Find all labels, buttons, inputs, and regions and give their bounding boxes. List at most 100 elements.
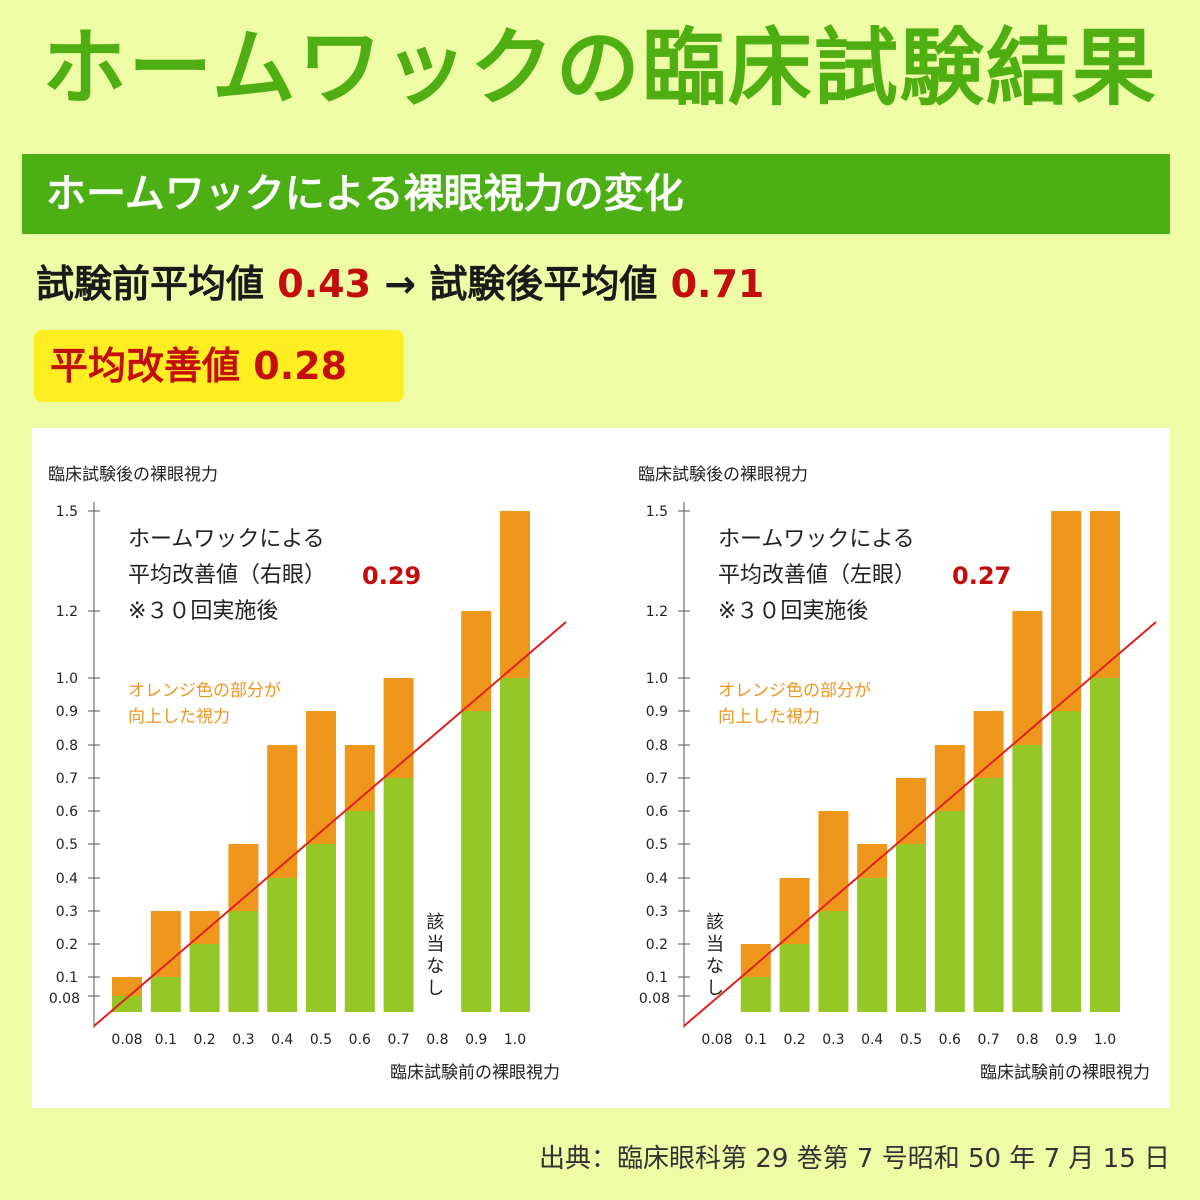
chart-left-eye: 臨床試験後の裸眼視力 0.08 0.1 0.2 0.3 0.4 0.5 0.6 0.7 0.8 0.… — [638, 465, 1157, 1083]
bar-before — [344, 811, 375, 1012]
annotation-line2: 平均改善値（左眼） — [718, 563, 916, 588]
bar-before — [383, 778, 414, 1012]
x-tick-label: 0.1 — [745, 1032, 767, 1048]
y-tick-label: 0.4 — [646, 871, 668, 887]
y-tick-label: 0.5 — [56, 837, 78, 853]
y-tick-label: 0.6 — [56, 804, 78, 820]
y-axis-title: 臨床試験後の裸眼視力 — [48, 465, 218, 485]
before-average-value: 0.43 — [277, 262, 372, 306]
after-average-value: 0.71 — [670, 262, 765, 306]
improvement-summary: 平均改善値 0.28 — [50, 336, 347, 396]
x-tick-label: 0.8 — [426, 1032, 448, 1048]
bar-before — [818, 911, 849, 1012]
improvement-label: 平均改善値 — [50, 344, 241, 388]
annotation-line2: 平均改善値（右眼） — [128, 563, 326, 588]
x-tick-label: 0.7 — [977, 1032, 999, 1048]
bar-improvement — [228, 844, 259, 911]
x-axis-title: 臨床試験前の裸眼視力 — [980, 1063, 1150, 1083]
orange-note-line2: 向上した視力 — [718, 707, 820, 727]
bar-improvement — [1090, 511, 1120, 678]
y-tick-label: 0.1 — [56, 970, 78, 986]
y-tick-label: 0.5 — [646, 837, 668, 853]
x-tick-label: 0.7 — [387, 1032, 409, 1048]
x-tick-label: 0.6 — [939, 1032, 961, 1048]
bar-before — [500, 678, 530, 1012]
chart-right-eye: 臨床試験後の裸眼視力 0.08 0.1 0.2 0.3 0.4 0.5 0.6 0.7 0.8 0.… — [48, 465, 567, 1083]
y-tick-label: 0.9 — [56, 704, 78, 720]
orange-note-line2: 向上した視力 — [128, 707, 230, 727]
bar-before — [306, 844, 336, 1012]
na-label-char: し — [706, 978, 724, 999]
diagonal-line — [93, 621, 567, 1027]
na-label-char: し — [426, 978, 444, 999]
orange-note-line1: オレンジ色の部分が — [128, 681, 281, 701]
average-summary: 試験前平均値 0.43 → 試験後平均値 0.71 — [36, 254, 764, 314]
annotation-value: 0.29 — [362, 562, 421, 590]
bar-before — [740, 977, 771, 1012]
bar-improvement — [344, 745, 375, 811]
y-tick-label: 0.3 — [56, 904, 78, 920]
x-tick-label: 1.0 — [504, 1032, 526, 1048]
y-tick-label: 1.5 — [56, 504, 78, 520]
bar-before — [1090, 678, 1120, 1012]
y-tick-label: 0.2 — [56, 937, 78, 953]
x-axis-title: 臨床試験前の裸眼視力 — [390, 1063, 560, 1083]
y-tick-label: 0.8 — [646, 738, 668, 754]
bar-improvement — [267, 745, 298, 878]
section-header-bar — [22, 154, 1170, 234]
y-tick-label: 1.0 — [646, 671, 668, 687]
improvement-highlight — [34, 330, 404, 402]
improvement-value: 0.28 — [253, 344, 348, 388]
y-tick-label: 1.2 — [646, 604, 668, 620]
section-title: ホームワックによる裸眼視力の変化 — [46, 171, 684, 217]
y-tick-label: 0.4 — [56, 871, 78, 887]
x-tick-label: 0.8 — [1016, 1032, 1038, 1048]
bar-before — [150, 977, 181, 1012]
after-average-label: 試験後平均値 — [429, 262, 658, 306]
arrow-icon: → — [384, 262, 417, 306]
y-tick-label: 0.2 — [646, 937, 668, 953]
bar-before — [461, 711, 492, 1012]
y-tick-label: 0.9 — [646, 704, 668, 720]
bar-improvement — [306, 711, 336, 844]
annotation-line1: ホームワックによる — [718, 527, 915, 552]
bar-improvement — [112, 977, 142, 996]
x-tick-label: 0.5 — [900, 1032, 922, 1048]
orange-note-line1: オレンジ色の部分が — [718, 681, 871, 701]
y-tick-label: 0.6 — [646, 804, 668, 820]
x-tick-label: 0.6 — [349, 1032, 371, 1048]
bar-improvement — [896, 778, 926, 844]
bar-before — [1012, 745, 1043, 1012]
bar-before — [228, 911, 259, 1012]
bar-improvement — [189, 911, 220, 944]
x-tick-label: 0.3 — [232, 1032, 254, 1048]
bar-before — [189, 944, 220, 1012]
bar-improvement — [740, 944, 771, 977]
bar-improvement — [1051, 511, 1082, 711]
y-tick-label: 0.3 — [646, 904, 668, 920]
x-tick-label: 0.08 — [111, 1032, 142, 1048]
charts-panel: 臨床試験後の裸眼視力 0.08 0.1 0.2 0.3 0.4 0.5 0.6 0.7 0.8 0.… — [32, 428, 1170, 1108]
na-label-char: な — [706, 956, 724, 977]
x-tick-label: 0.4 — [271, 1032, 293, 1048]
y-tick-label: 0.7 — [646, 771, 668, 787]
na-label: 該当なし — [706, 912, 724, 999]
bar-before — [1051, 711, 1082, 1012]
na-label-char: 該 — [706, 912, 724, 933]
x-tick-label: 0.2 — [193, 1032, 215, 1048]
y-tick-label: 1.2 — [56, 604, 78, 620]
bar-improvement — [500, 511, 530, 678]
x-tick-label: 0.3 — [822, 1032, 844, 1048]
x-tick-label: 0.9 — [1055, 1032, 1077, 1048]
bar-improvement — [1012, 611, 1043, 745]
annotation-line3: ※３０回実施後 — [128, 599, 278, 624]
x-tick-label: 0.1 — [155, 1032, 177, 1048]
annotation-value: 0.27 — [952, 562, 1011, 590]
y-tick-label: 1.5 — [646, 504, 668, 520]
bar-before — [973, 778, 1004, 1012]
y-axis-title: 臨床試験後の裸眼視力 — [638, 465, 808, 485]
y-tick-label: 0.8 — [56, 738, 78, 754]
bar-improvement — [383, 678, 414, 778]
bar-improvement — [934, 745, 965, 811]
x-tick-label: 0.4 — [861, 1032, 883, 1048]
